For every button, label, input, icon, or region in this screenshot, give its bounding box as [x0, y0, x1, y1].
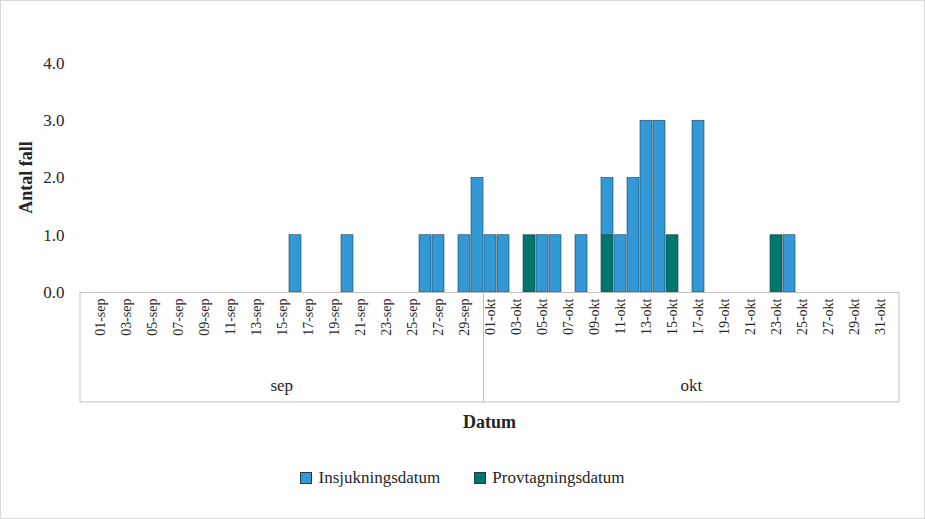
svg-text:05-okt: 05-okt [535, 298, 550, 335]
svg-text:23-okt: 23-okt [769, 298, 784, 335]
svg-text:07-okt: 07-okt [561, 298, 576, 335]
svg-text:19-okt: 19-okt [717, 298, 732, 335]
svg-text:19-sep: 19-sep [327, 299, 342, 336]
svg-text:03-sep: 03-sep [119, 299, 134, 336]
svg-text:3.0: 3.0 [43, 111, 64, 130]
svg-text:09-sep: 09-sep [197, 299, 212, 336]
svg-text:25-sep: 25-sep [405, 299, 420, 336]
svg-text:sep: sep [270, 376, 293, 395]
svg-text:Antal fall: Antal fall [16, 141, 36, 214]
svg-text:2.0: 2.0 [43, 168, 64, 187]
html-text:Insjukningsdatum: Insjukningsdatum [318, 468, 441, 487]
svg-text:01-okt: 01-okt [483, 298, 498, 335]
svg-text:05-sep: 05-sep [145, 299, 160, 336]
svg-text:11-okt: 11-okt [613, 298, 628, 334]
svg-text:0.0: 0.0 [43, 283, 64, 302]
html-text:Provtagningsdatum: Provtagningsdatum [492, 468, 625, 487]
svg-text:27-okt: 27-okt [821, 298, 836, 335]
svg-text:17-okt: 17-okt [691, 298, 706, 335]
svg-text:27-sep: 27-sep [431, 299, 446, 336]
svg-text:15-sep: 15-sep [275, 299, 290, 336]
svg-text:21-sep: 21-sep [353, 299, 368, 336]
svg-text:15-okt: 15-okt [665, 298, 680, 335]
svg-text:29-sep: 29-sep [457, 299, 472, 336]
svg-text:4.0: 4.0 [43, 54, 64, 73]
svg-text:13-sep: 13-sep [249, 299, 264, 336]
svg-text:07-sep: 07-sep [171, 299, 186, 336]
svg-text:03-okt: 03-okt [509, 298, 524, 335]
svg-text:17-sep: 17-sep [301, 299, 316, 336]
svg-text:23-sep: 23-sep [379, 299, 394, 336]
svg-text:31-okt: 31-okt [873, 298, 888, 335]
svg-text:21-okt: 21-okt [743, 298, 758, 335]
svg-text:09-okt: 09-okt [587, 298, 602, 335]
svg-text:okt: okt [680, 376, 702, 395]
svg-text:25-okt: 25-okt [795, 298, 810, 335]
svg-text:1.0: 1.0 [43, 226, 64, 245]
svg-text:11-sep: 11-sep [223, 299, 238, 336]
svg-text:13-okt: 13-okt [639, 298, 654, 335]
svg-text:Datum: Datum [463, 412, 516, 432]
svg-text:01-sep: 01-sep [93, 299, 108, 336]
svg-text:29-okt: 29-okt [847, 298, 862, 335]
